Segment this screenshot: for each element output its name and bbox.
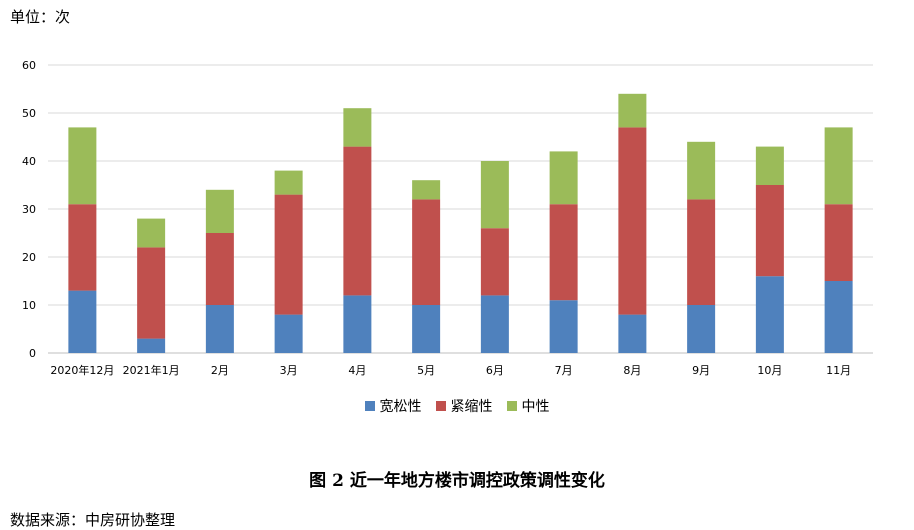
bar-segment-tight: [412, 199, 441, 305]
bar-segment-tight: [755, 185, 784, 277]
figure-caption: 图 2 近一年地方楼市调控政策调性变化: [309, 471, 605, 491]
bar-segment-neutral: [274, 170, 303, 195]
x-tick-label: 5月: [417, 364, 435, 377]
bar-segment-loose: [687, 305, 716, 353]
bar-segment-neutral: [755, 146, 784, 185]
legend-swatch-tight: [435, 401, 446, 411]
legend-label-loose: 宽松性: [379, 399, 422, 415]
y-tick-label: 30: [22, 203, 36, 216]
bar-segment-neutral: [205, 189, 234, 233]
bar-segment-loose: [343, 295, 372, 353]
legend-item-tight: 紧缩性: [435, 396, 493, 416]
x-tick-label: 6月: [486, 364, 504, 377]
y-tick-label: 60: [22, 59, 36, 72]
bar-segment-neutral: [412, 180, 441, 200]
x-tick-label: 2月: [211, 364, 229, 377]
bar-segment-tight: [549, 204, 578, 301]
stacked-bar-chart: 0 10 20 30 40 50 60 2020年12月 2021年1月 2月 3月 4月 5月 6月 7月…: [22, 59, 873, 377]
bar-segment-neutral: [343, 108, 372, 147]
bar-segment-loose: [480, 295, 509, 353]
bar-segment-tight: [274, 194, 303, 315]
legend-swatch-neutral: [506, 401, 517, 411]
x-tick-label: 11月: [826, 364, 851, 377]
bar-segment-tight: [687, 199, 716, 305]
bar-segment-tight: [343, 146, 372, 296]
bar-segment-tight: [480, 228, 509, 296]
bar-segment-tight: [137, 247, 166, 339]
bar-segment-neutral: [68, 127, 97, 205]
bar-segment-neutral: [824, 127, 853, 205]
bar-segment-neutral: [687, 141, 716, 200]
x-tick-label: 4月: [348, 364, 366, 377]
unit-label: 单位：次: [10, 8, 71, 26]
x-tick-label: 8月: [623, 364, 641, 377]
legend-label-tight: 紧缩性: [450, 399, 493, 415]
bar-segment-tight: [68, 204, 97, 291]
source-note: 数据来源：中房研协整理: [10, 511, 176, 529]
y-tick-label: 20: [22, 251, 36, 264]
bar-segment-loose: [412, 305, 441, 353]
y-tick-label: 40: [22, 155, 36, 168]
bar-segment-neutral: [618, 93, 647, 128]
bar-segment-tight: [618, 127, 647, 315]
legend-item-neutral: 中性: [506, 396, 550, 416]
chart-legend: 宽松性 紧缩性 中性: [0, 396, 914, 416]
bar-segment-tight: [824, 204, 853, 281]
x-tick-label: 10月: [757, 364, 782, 377]
legend-swatch-loose: [364, 401, 375, 411]
y-tick-label: 0: [29, 347, 36, 360]
x-tick-label: 2020年12月: [50, 363, 114, 377]
bar-segment-loose: [68, 290, 97, 353]
x-tick-label: 3月: [280, 364, 298, 377]
bar-segment-neutral: [549, 151, 578, 205]
x-tick-label: 7月: [555, 364, 573, 377]
legend-item-loose: 宽松性: [364, 396, 422, 416]
bar-segment-loose: [274, 314, 303, 353]
x-tick-label: 2021年1月: [123, 363, 180, 377]
y-tick-label: 10: [22, 299, 36, 312]
bar-segment-tight: [205, 233, 234, 305]
bar-segment-loose: [549, 300, 578, 353]
bar-segment-loose: [205, 305, 234, 353]
bar-segment-loose: [137, 338, 166, 353]
bar-segment-neutral: [480, 161, 509, 229]
bar-segment-neutral: [137, 218, 166, 248]
bar-segment-loose: [824, 281, 853, 353]
y-tick-label: 50: [22, 107, 36, 120]
legend-label-neutral: 中性: [521, 399, 550, 415]
bar-segment-loose: [618, 314, 647, 353]
x-tick-label: 9月: [692, 364, 710, 377]
bar-segment-loose: [755, 276, 784, 353]
